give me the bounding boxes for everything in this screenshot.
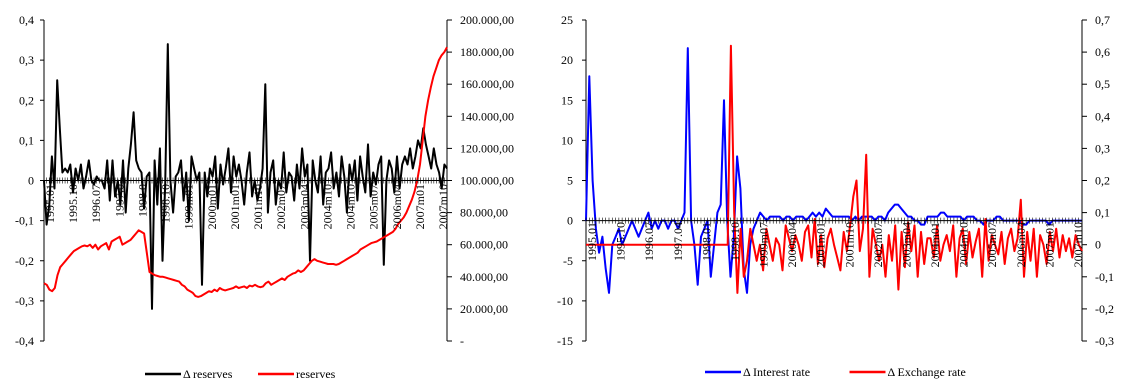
x-axis-tick-label: 1996.07 <box>642 222 656 261</box>
left-axis-tick-label: 0 <box>567 214 573 228</box>
left-axis-tick-label: 0,1 <box>19 133 34 147</box>
x-axis-tick-label: 2007m10 <box>1071 222 1085 267</box>
x-axis-tick-label: 1999m01 <box>182 184 196 229</box>
x-axis-tick-label: 1998.10 <box>159 184 173 223</box>
x-axis-tick-label: 2004m10 <box>957 222 971 267</box>
x-axis-tick-label: 1998.10 <box>728 222 742 261</box>
series-line-reserves <box>43 46 448 298</box>
x-axis-tick-label: 2000m01 <box>205 184 219 229</box>
right-axis-tick-label: 0,3 <box>1095 141 1110 155</box>
x-axis-tick-label: 2001m10 <box>251 184 265 229</box>
right-axis-tick-label: 140.000,00 <box>460 109 514 123</box>
x-axis-tick-label: 2005m07 <box>367 184 381 229</box>
right-axis-tick-label: 120.000,00 <box>460 141 514 155</box>
right-axis-tick-label: 60.000,00 <box>460 238 508 252</box>
x-axis-tick-label: 1997.0 <box>112 184 126 217</box>
left-axis-tick-label: 20 <box>561 53 573 67</box>
x-axis-tick-label: 2007m01 <box>413 184 427 229</box>
right-axis-tick-label: 20.000,00 <box>460 302 508 316</box>
right-axis-tick-label: 0,4 <box>1095 109 1110 123</box>
right-axis-tick-label: 180.000,00 <box>460 45 514 59</box>
right-axis-tick-label: -0,3 <box>1095 334 1114 348</box>
x-axis-tick-label: 2006m04 <box>1014 222 1028 267</box>
x-axis-tick-label: 2000m04 <box>785 222 799 267</box>
x-axis-tick-label: 2002m07 <box>871 222 885 267</box>
series-line-exchange-rate <box>586 44 1083 294</box>
right-axis-tick-label: 0,6 <box>1095 45 1110 59</box>
left-axis-tick-label: 0,2 <box>19 93 34 107</box>
series-line-interest-rate <box>585 47 1082 294</box>
left-axis-tick-label: 5 <box>567 174 573 188</box>
x-axis-tick-label: 2007m10 <box>436 184 450 229</box>
x-axis-tick-label: 1997.04 <box>671 222 685 261</box>
chart-reserves: 0,4 0,3 0,2 0,1 0 -0,1 -0,2 -0,3 -0,4 200.000,00 1… <box>15 13 514 381</box>
left-axis-tick-label: -15 <box>557 334 573 348</box>
left-axis-tick-label: -0,3 <box>15 294 34 308</box>
x-axis-tick-label: 2001m01 <box>228 184 242 229</box>
right-axis-tick-label: 0,5 <box>1095 77 1110 91</box>
chart-interest-exchange: 25 20 15 10 5 0 -5 -10 -15 0,7 0,6 0,5 0,4 0,3 0,2 0,1 0… <box>557 13 1114 379</box>
x-axis-tick-label: 1998.0 <box>135 184 149 217</box>
x-axis-tick-label: 2005m07 <box>985 222 999 267</box>
left-axis-tick-label: 0,3 <box>19 53 34 67</box>
x-axis-tick-label: 1995.10 <box>614 222 628 261</box>
x-axis-tick-label: 2002m07 <box>274 184 288 229</box>
left-axis-tick-label: 15 <box>561 93 573 107</box>
x-axis-tick-label: 1995.01 <box>43 184 57 223</box>
left-axis-tick-label: 0 <box>28 174 34 188</box>
series-line-reserves <box>43 43 448 310</box>
right-axis-tick-label: -0,1 <box>1095 270 1114 284</box>
x-axis-tick-label: 1995.01 <box>585 222 599 261</box>
right-axis-tick-label: 100.000,00 <box>460 174 514 188</box>
x-axis-tick-label: 1995.10 <box>66 184 80 223</box>
legend-label: Δ Exchange rate <box>888 365 966 379</box>
legend-label: reserves <box>296 367 336 381</box>
right-axis-tick-label: 0,2 <box>1095 174 1110 188</box>
x-axis-tick-label: 2004m01 <box>928 222 942 267</box>
left-axis-tick-label: 0,4 <box>19 13 34 27</box>
left-axis-tick-label: -0,2 <box>15 254 34 268</box>
right-axis-tick-label: 160.000,00 <box>460 77 514 91</box>
left-axis-tick-label: -0,1 <box>15 214 34 228</box>
x-axis-tick-label: 2004m10 <box>344 184 358 229</box>
x-axis-tick-label: 2004m10 <box>320 184 334 229</box>
right-axis-tick-label: 80.000,00 <box>460 206 508 220</box>
x-axis-tick-label: 1996.07 <box>89 184 103 223</box>
left-axis-tick-label: 25 <box>561 13 573 27</box>
x-axis-tick-label: 2001m01 <box>814 222 828 267</box>
left-axis-tick-label: -0,4 <box>15 334 34 348</box>
right-axis-tick-label: - <box>460 334 464 348</box>
right-axis-tick-label: 200.000,00 <box>460 13 514 27</box>
x-axis-tick-label: 2007m01 <box>1042 222 1056 267</box>
legend-label: Δ reserves <box>183 367 233 381</box>
left-axis-tick-label: 10 <box>561 133 573 147</box>
x-axis-tick-label: 2006m04 <box>390 184 404 229</box>
x-axis-tick-label: 1998.01 <box>699 222 713 261</box>
right-axis-tick-label: 40.000,00 <box>460 270 508 284</box>
x-axis-tick-label: 2003m04 <box>297 184 311 229</box>
x-axis-tick-label: 2003m04 <box>899 222 913 267</box>
legend-label: Δ Interest rate <box>743 365 810 379</box>
right-axis-tick-label: 0 <box>1095 238 1101 252</box>
x-axis-tick-label: 2001m10 <box>842 222 856 267</box>
right-axis-tick-label: 0,7 <box>1095 13 1110 27</box>
right-axis-tick-label: -0,2 <box>1095 302 1114 316</box>
right-axis-tick-label: 0,1 <box>1095 206 1110 220</box>
left-axis-tick-label: -10 <box>557 294 573 308</box>
left-axis-tick-label: -5 <box>563 254 573 268</box>
x-axis-tick-label: 1999m07 <box>757 222 771 267</box>
